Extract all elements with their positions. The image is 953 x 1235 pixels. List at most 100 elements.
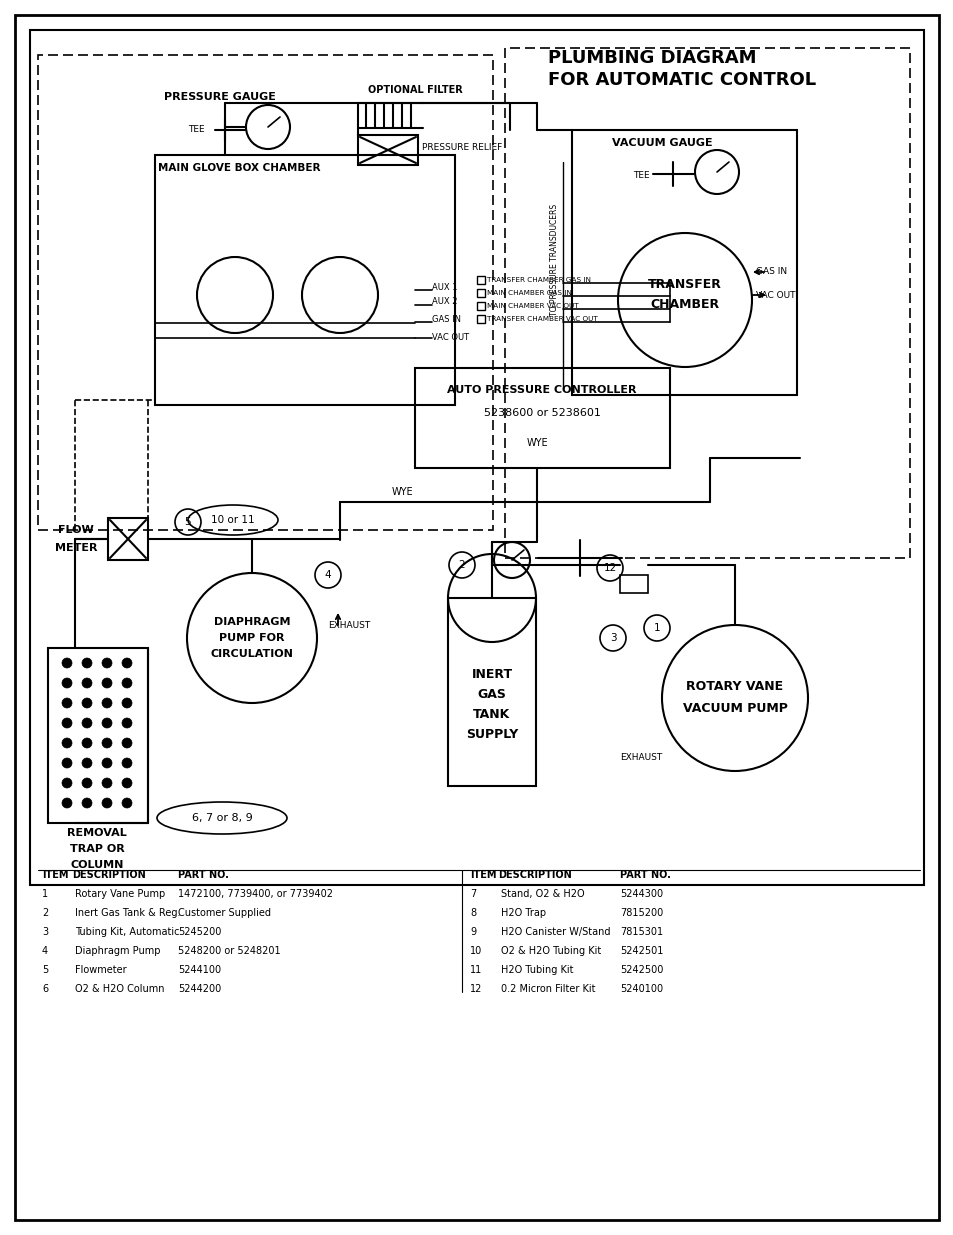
Text: ITEM: ITEM [42, 869, 69, 881]
Text: VAC OUT: VAC OUT [432, 332, 469, 342]
Bar [476, 275, 484, 284]
Bar [415, 368, 669, 468]
Text: DESCRIPTION: DESCRIPTION [71, 869, 146, 881]
Text: 10: 10 [470, 946, 482, 956]
Circle shape [62, 718, 71, 727]
Text: PLUMBING DIAGRAM: PLUMBING DIAGRAM [547, 49, 756, 67]
Text: 12: 12 [470, 984, 482, 994]
Text: Flowmeter: Flowmeter [75, 965, 127, 974]
Text: TEE: TEE [188, 126, 204, 135]
Text: 4: 4 [42, 946, 48, 956]
Circle shape [102, 758, 112, 768]
Text: GAS IN: GAS IN [755, 268, 786, 277]
Text: PART NO.: PART NO. [619, 869, 670, 881]
Text: MAIN GLOVE BOX CHAMBER: MAIN GLOVE BOX CHAMBER [158, 163, 320, 173]
Text: TRANSFER CHAMBER GAS IN: TRANSFER CHAMBER GAS IN [486, 277, 590, 283]
Bar [154, 156, 455, 405]
Text: INERT: INERT [471, 668, 512, 682]
Text: 5244300: 5244300 [619, 889, 662, 899]
Circle shape [122, 658, 132, 668]
Text: 5244100: 5244100 [178, 965, 221, 974]
Bar [108, 517, 148, 559]
Text: PART NO.: PART NO. [178, 869, 229, 881]
Text: 11: 11 [470, 965, 482, 974]
Bar [448, 598, 536, 785]
Bar [476, 303, 484, 310]
Text: 7: 7 [470, 889, 476, 899]
Circle shape [82, 739, 91, 748]
Text: Diaphragm Pump: Diaphragm Pump [75, 946, 160, 956]
Text: WYE: WYE [392, 487, 414, 496]
Text: MAIN CHAMBER GAS IN: MAIN CHAMBER GAS IN [486, 290, 571, 296]
Circle shape [82, 718, 91, 727]
Text: 5238600 or 5238601: 5238600 or 5238601 [483, 408, 599, 417]
Text: TRAP OR: TRAP OR [70, 844, 124, 853]
Text: AUX 1: AUX 1 [432, 283, 457, 291]
Text: PUMP FOR: PUMP FOR [219, 634, 284, 643]
Text: 6: 6 [42, 984, 48, 994]
Text: 6, 7 or 8, 9: 6, 7 or 8, 9 [192, 813, 253, 823]
Text: 1: 1 [42, 889, 48, 899]
Text: 10 or 11: 10 or 11 [211, 515, 254, 525]
Text: VAC OUT: VAC OUT [755, 290, 795, 300]
Circle shape [62, 798, 71, 808]
Text: 5240100: 5240100 [619, 984, 662, 994]
Circle shape [62, 758, 71, 768]
Text: H2O Canister W/Stand: H2O Canister W/Stand [500, 927, 610, 937]
Text: ITEM: ITEM [470, 869, 496, 881]
Circle shape [122, 798, 132, 808]
Text: GAS: GAS [477, 688, 506, 701]
Text: 2: 2 [458, 559, 465, 571]
Text: Tubing Kit, Automatic: Tubing Kit, Automatic [75, 927, 179, 937]
Text: OPTIONAL FILTER: OPTIONAL FILTER [368, 85, 462, 95]
Text: METER: METER [55, 543, 97, 553]
Circle shape [122, 778, 132, 788]
Text: O2 & H2O Tubing Kit: O2 & H2O Tubing Kit [500, 946, 600, 956]
Circle shape [102, 698, 112, 708]
Text: Customer Supplied: Customer Supplied [178, 908, 271, 918]
Text: Inert Gas Tank & Reg.: Inert Gas Tank & Reg. [75, 908, 180, 918]
Bar [30, 30, 923, 885]
Circle shape [82, 698, 91, 708]
Circle shape [102, 658, 112, 668]
Circle shape [82, 758, 91, 768]
Bar [357, 135, 417, 165]
Text: PRESSURE GAUGE: PRESSURE GAUGE [164, 91, 275, 103]
Text: 2: 2 [42, 908, 49, 918]
Bar [48, 648, 148, 823]
Text: GAS IN: GAS IN [432, 315, 460, 324]
Text: TO PRESSURE TRANSDUCERS: TO PRESSURE TRANSDUCERS [550, 204, 558, 316]
Text: 5244200: 5244200 [178, 984, 221, 994]
Circle shape [102, 778, 112, 788]
Circle shape [102, 678, 112, 688]
Circle shape [102, 798, 112, 808]
Text: 5245200: 5245200 [178, 927, 221, 937]
Text: DESCRIPTION: DESCRIPTION [497, 869, 571, 881]
Circle shape [122, 678, 132, 688]
Circle shape [82, 658, 91, 668]
Circle shape [82, 778, 91, 788]
Text: 5: 5 [185, 517, 192, 527]
Text: 3: 3 [42, 927, 48, 937]
Text: ROTARY VANE: ROTARY VANE [686, 679, 782, 693]
Bar [572, 130, 796, 395]
Text: CHAMBER: CHAMBER [650, 299, 719, 311]
Text: CIRCULATION: CIRCULATION [211, 650, 294, 659]
Text: 0.2 Micron Filter Kit: 0.2 Micron Filter Kit [500, 984, 595, 994]
Circle shape [102, 739, 112, 748]
Text: 5242500: 5242500 [619, 965, 662, 974]
Text: REMOVAL: REMOVAL [67, 827, 127, 839]
Text: TRANSFER CHAMBER VAC OUT: TRANSFER CHAMBER VAC OUT [486, 316, 598, 322]
Text: COLUMN: COLUMN [71, 860, 124, 869]
Text: DIAPHRAGM: DIAPHRAGM [213, 618, 290, 627]
Circle shape [82, 798, 91, 808]
Text: TEE: TEE [633, 170, 649, 179]
Circle shape [62, 658, 71, 668]
Bar [504, 48, 909, 558]
Text: 4: 4 [324, 571, 331, 580]
Text: 7815200: 7815200 [619, 908, 662, 918]
Text: FOR AUTOMATIC CONTROL: FOR AUTOMATIC CONTROL [547, 70, 815, 89]
Circle shape [122, 739, 132, 748]
Circle shape [122, 698, 132, 708]
Circle shape [82, 678, 91, 688]
